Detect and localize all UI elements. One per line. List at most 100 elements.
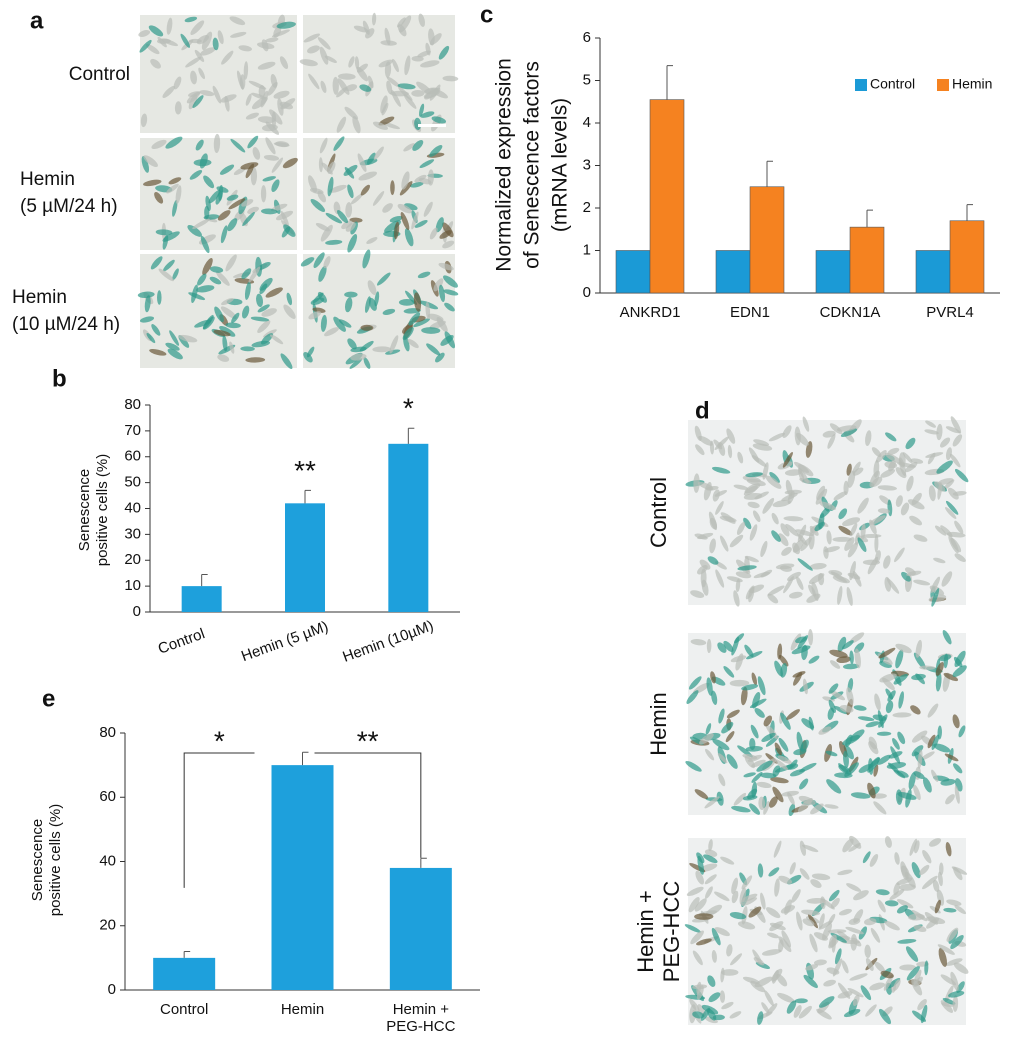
cell xyxy=(150,256,163,270)
cell xyxy=(721,969,739,976)
cell xyxy=(349,358,363,369)
cell xyxy=(162,234,169,250)
cell xyxy=(752,510,761,523)
cell xyxy=(823,979,836,987)
row-label: Hemin xyxy=(646,692,671,756)
cell xyxy=(911,745,924,757)
cell xyxy=(220,225,228,244)
cell xyxy=(310,198,326,212)
cell xyxy=(271,179,280,192)
cell xyxy=(257,304,270,313)
y-tick-label: 6 xyxy=(583,29,591,46)
cell xyxy=(931,769,939,782)
cell xyxy=(719,990,726,1003)
y-tick-label: 80 xyxy=(124,396,141,413)
cell xyxy=(889,889,905,901)
cell xyxy=(895,649,904,669)
cell xyxy=(411,55,424,62)
bar xyxy=(749,186,785,294)
cell xyxy=(307,45,320,54)
cell xyxy=(712,489,720,502)
cell xyxy=(807,629,814,646)
cell xyxy=(869,854,879,867)
cell xyxy=(726,709,740,719)
cell xyxy=(911,492,922,506)
cell xyxy=(200,235,210,254)
cell xyxy=(245,357,266,363)
y-tick-label: 2 xyxy=(583,199,591,216)
cell xyxy=(138,30,151,37)
cell xyxy=(238,45,252,52)
y-tick-label: 4 xyxy=(583,114,591,131)
cell xyxy=(749,803,761,815)
cell xyxy=(808,655,820,664)
cell xyxy=(733,590,740,607)
cell xyxy=(744,555,759,563)
cell xyxy=(139,316,155,323)
cell xyxy=(850,792,871,799)
cell xyxy=(350,193,363,205)
cell xyxy=(915,673,925,685)
y-axis-label: (mRNA levels) xyxy=(549,98,572,232)
cell xyxy=(735,578,741,593)
cell xyxy=(952,995,959,1012)
cell xyxy=(896,770,909,778)
cell xyxy=(715,501,724,515)
cell xyxy=(919,665,936,670)
cell xyxy=(435,352,445,363)
panel-label: d xyxy=(695,397,710,424)
bar xyxy=(389,867,452,990)
cell xyxy=(257,261,271,270)
cell xyxy=(929,838,942,847)
cell xyxy=(338,319,352,328)
error-bar xyxy=(407,427,415,444)
cell xyxy=(744,644,754,658)
cell xyxy=(945,794,955,805)
cell xyxy=(909,515,923,526)
cell xyxy=(433,278,444,292)
significance-label: * xyxy=(403,393,414,424)
cell xyxy=(818,726,832,735)
cell xyxy=(927,703,939,718)
y-axis-label: Senescence xyxy=(76,469,93,552)
cell xyxy=(704,874,717,885)
cell xyxy=(169,330,180,346)
cell xyxy=(219,164,235,175)
cell xyxy=(413,292,422,312)
cell xyxy=(874,961,885,973)
cell xyxy=(400,212,410,230)
cell xyxy=(241,305,250,319)
cell xyxy=(740,686,748,706)
cell xyxy=(205,195,211,211)
cell xyxy=(807,913,819,929)
significance-bracket xyxy=(314,752,422,858)
cell xyxy=(842,640,854,650)
cell xyxy=(772,499,791,508)
cell xyxy=(753,439,770,446)
cell xyxy=(885,432,897,442)
cell xyxy=(242,212,255,227)
cell xyxy=(729,911,747,920)
cell xyxy=(327,161,336,174)
cell xyxy=(711,466,731,474)
cell xyxy=(915,639,922,658)
cell xyxy=(822,430,836,438)
cell xyxy=(936,423,943,441)
cell xyxy=(320,314,327,332)
cell xyxy=(229,341,235,354)
cell xyxy=(315,222,330,232)
cell xyxy=(781,930,792,948)
cell xyxy=(868,757,881,769)
cell xyxy=(427,169,434,186)
cell xyxy=(837,869,853,876)
y-tick-label: 20 xyxy=(99,917,116,934)
cell xyxy=(693,473,700,493)
cell xyxy=(203,175,215,189)
cell xyxy=(774,742,782,756)
cell xyxy=(364,296,371,313)
cell xyxy=(196,285,215,293)
cell xyxy=(371,12,377,26)
cell xyxy=(876,754,891,765)
cell xyxy=(280,353,293,370)
y-axis-label: of Senescence factors xyxy=(521,61,544,269)
